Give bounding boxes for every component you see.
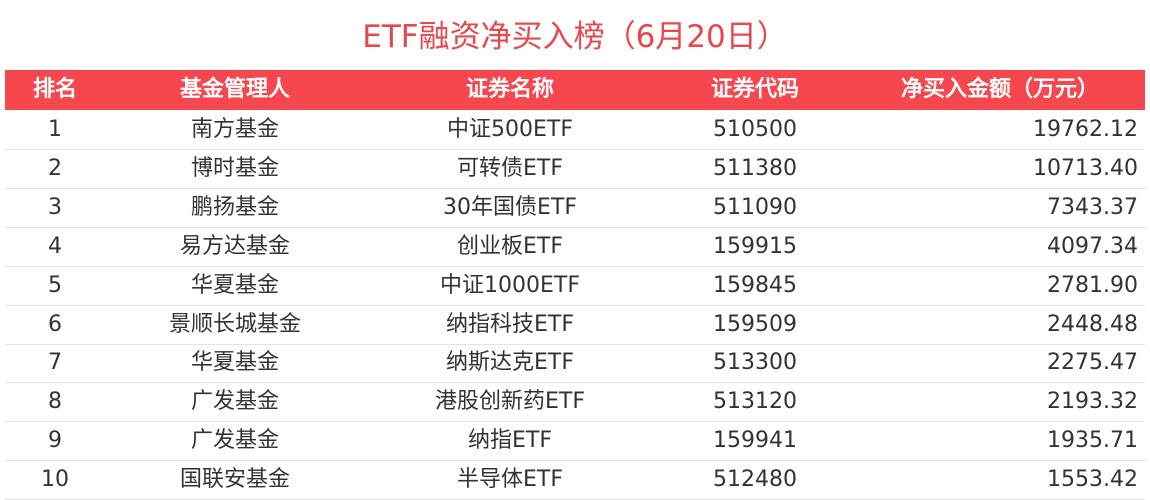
table-header: 排名 基金管理人 证券名称 证券代码 净买入金额（万元） bbox=[5, 70, 1145, 110]
table-cell: 7343.37 bbox=[1047, 194, 1138, 220]
table-cell: 8 bbox=[48, 389, 62, 415]
table-cell: 港股创新药ETF bbox=[435, 389, 585, 415]
table-cell: 513300 bbox=[713, 350, 797, 376]
table-cell: 中证1000ETF bbox=[440, 272, 580, 298]
table-cell: 景顺长城基金 bbox=[168, 311, 301, 337]
table-cell: 1 bbox=[48, 117, 62, 142]
table-cell: 10713.40 bbox=[1033, 155, 1138, 181]
table-cell: 30年国债ETF bbox=[443, 194, 577, 220]
table-row: 8 广发基金 港股创新药ETF 513120 2193.32 bbox=[5, 383, 1145, 423]
header-cell: 基金管理人 bbox=[179, 77, 290, 102]
table-cell: 513120 bbox=[713, 389, 797, 415]
table-cell: 纳指科技ETF bbox=[446, 311, 574, 337]
table-cell: 2448.48 bbox=[1047, 311, 1138, 337]
table-cell: 511380 bbox=[713, 155, 797, 181]
table-cell: 10 bbox=[41, 467, 69, 493]
table-row: 7 华夏基金 纳斯达克ETF 513300 2275.47 bbox=[5, 344, 1145, 384]
table-cell: 广发基金 bbox=[190, 389, 279, 415]
header-cell: 证券名称 bbox=[465, 77, 554, 102]
table-cell: 华夏基金 bbox=[190, 272, 279, 298]
table-cell: 512480 bbox=[713, 467, 797, 493]
table-cell: 159915 bbox=[713, 233, 797, 259]
table-cell: 鹏扬基金 bbox=[190, 194, 279, 220]
table-cell: 半导体ETF bbox=[457, 467, 563, 493]
header-cell: 排名 bbox=[32, 77, 77, 102]
table-cell: 1553.42 bbox=[1047, 467, 1138, 493]
table-cell: 纳斯达克ETF bbox=[446, 350, 574, 376]
table-cell: 中证500ETF bbox=[447, 117, 573, 142]
table-cell: 510500 bbox=[713, 117, 797, 142]
table-cell: 6 bbox=[48, 311, 62, 337]
table-row: 6 景顺长城基金 纳指科技ETF 159509 2448.48 bbox=[5, 306, 1145, 345]
table-cell: 9 bbox=[48, 428, 62, 454]
table-cell: 2193.32 bbox=[1047, 389, 1138, 415]
header-cell: 净买入金额（万元） bbox=[900, 77, 1099, 102]
table-cell: 159845 bbox=[713, 272, 797, 298]
table-row: 5 华夏基金 中证1000ETF 159845 2781.90 bbox=[5, 267, 1145, 306]
table-cell: 易方达基金 bbox=[179, 233, 290, 259]
table-cell: 4097.34 bbox=[1047, 233, 1138, 259]
table-cell: 5 bbox=[48, 272, 62, 298]
table-cell: 511090 bbox=[713, 194, 797, 220]
table-cell: 可转债ETF bbox=[457, 155, 563, 181]
table-row: 4 易方达基金 创业板ETF 159915 4097.34 bbox=[5, 228, 1145, 267]
table-cell: 3 bbox=[48, 194, 62, 220]
table-cell: 2275.47 bbox=[1047, 350, 1138, 376]
table-cell: 纳指ETF bbox=[468, 428, 552, 454]
table-cell: 2 bbox=[48, 155, 62, 181]
table-cell: 华夏基金 bbox=[190, 350, 279, 376]
table-row: 2 博时基金 可转债ETF 511380 10713.40 bbox=[5, 150, 1145, 189]
table-cell: 南方基金 bbox=[190, 117, 279, 142]
table-row: 3 鹏扬基金 30年国债ETF 511090 7343.37 bbox=[5, 189, 1145, 228]
table-cell: 国联安基金 bbox=[179, 467, 290, 493]
table-row: 1 南方基金 中证500ETF 510500 19762.12 bbox=[5, 111, 1145, 150]
header-cell: 证券代码 bbox=[710, 77, 799, 102]
table-cell: 广发基金 bbox=[190, 428, 279, 454]
table-cell: 7 bbox=[48, 350, 62, 376]
table-cell: 博时基金 bbox=[190, 155, 279, 181]
title: ETF融资净买入榜（6月20日） bbox=[362, 19, 788, 55]
table-cell: 159941 bbox=[713, 428, 797, 454]
table-cell: 2781.90 bbox=[1047, 272, 1138, 298]
table-cell: 159509 bbox=[713, 311, 797, 337]
table-row: 10 国联安基金 半导体ETF 512480 1553.42 bbox=[5, 461, 1145, 500]
table-row: 9 广发基金 纳指ETF 159941 1935.71 bbox=[5, 422, 1145, 462]
table-cell: 创业板ETF bbox=[457, 233, 563, 259]
table-cell: 4 bbox=[48, 233, 62, 259]
table-cell: 19762.12 bbox=[1033, 117, 1138, 142]
table-cell: 1935.71 bbox=[1047, 428, 1138, 454]
